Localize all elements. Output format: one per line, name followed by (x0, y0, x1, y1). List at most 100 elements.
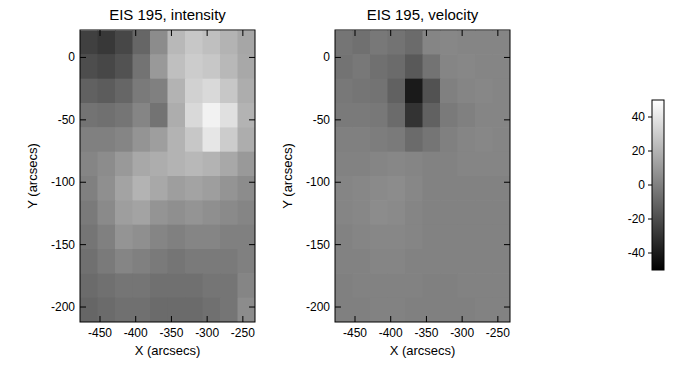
cell (458, 103, 476, 128)
cell (80, 273, 98, 298)
cell (353, 225, 371, 250)
cell (168, 225, 186, 250)
cell (440, 200, 458, 225)
x-tick (497, 30, 498, 36)
cell (353, 103, 371, 128)
cell (423, 298, 441, 322)
x-axis-title: X (arcsecs) (135, 343, 201, 358)
y-axis-title: Y (arcsecs) (280, 143, 295, 209)
cells (335, 31, 510, 322)
cell (405, 79, 423, 104)
cell (423, 31, 441, 55)
cell (353, 127, 371, 152)
cell (133, 127, 151, 152)
y-tick (80, 182, 86, 183)
cell (220, 152, 238, 177)
cell (475, 200, 493, 225)
cell (405, 225, 423, 250)
cell (405, 200, 423, 225)
x-tick (426, 316, 427, 322)
cell (98, 225, 116, 250)
y-tick (335, 119, 341, 120)
x-tick (497, 316, 498, 322)
cell (168, 200, 186, 225)
cell (150, 225, 168, 250)
panel-1: -450-400-350-300-2500-50-100-150-200EIS … (280, 6, 511, 358)
y-tick (80, 57, 86, 58)
cell (353, 249, 371, 274)
cell (405, 176, 423, 201)
cell (458, 176, 476, 201)
y-tick (249, 57, 255, 58)
y-tick (504, 244, 510, 245)
cell (388, 176, 406, 201)
cell (493, 273, 511, 298)
y-axis-title: Y (arcsecs) (25, 143, 40, 209)
cell (220, 249, 238, 274)
colorbar: 40200-20-40 (628, 100, 664, 270)
cell (238, 54, 256, 79)
cell (203, 298, 221, 322)
x-tick (135, 316, 136, 322)
y-tick-label: 0 (323, 50, 330, 64)
cell (370, 298, 388, 322)
cell (353, 152, 371, 177)
cell (238, 273, 256, 298)
cell (133, 225, 151, 250)
cell (423, 249, 441, 274)
cell (493, 31, 511, 55)
x-tick (462, 30, 463, 36)
colorbar-tick-label: 40 (632, 110, 646, 124)
cell (423, 79, 441, 104)
x-tick (171, 316, 172, 322)
cell (388, 273, 406, 298)
cell (238, 200, 256, 225)
cell (388, 54, 406, 79)
cell (220, 298, 238, 322)
cell (423, 176, 441, 201)
x-tick-label: -450 (343, 326, 367, 340)
x-axis-title: X (arcsecs) (390, 343, 456, 358)
cell (423, 127, 441, 152)
cell (203, 273, 221, 298)
cell (423, 273, 441, 298)
cell (475, 298, 493, 322)
cells (80, 31, 255, 322)
colorbar-tick (648, 117, 652, 118)
cell (168, 176, 186, 201)
cell (405, 273, 423, 298)
cell (475, 79, 493, 104)
cell (203, 79, 221, 104)
cell (335, 273, 353, 298)
y-tick (80, 244, 86, 245)
x-tick (462, 316, 463, 322)
cell (185, 152, 203, 177)
cell (353, 31, 371, 55)
cell (238, 225, 256, 250)
cell (203, 54, 221, 79)
cell (98, 176, 116, 201)
cell (405, 54, 423, 79)
cell (80, 176, 98, 201)
cell (458, 152, 476, 177)
cell (370, 225, 388, 250)
cell (80, 200, 98, 225)
cell (335, 31, 353, 55)
cell (335, 152, 353, 177)
cell (370, 200, 388, 225)
cell (115, 176, 133, 201)
y-tick (80, 307, 86, 308)
cell (133, 79, 151, 104)
cell (493, 176, 511, 201)
cell (220, 273, 238, 298)
y-tick (335, 182, 341, 183)
cell (423, 152, 441, 177)
cell (115, 54, 133, 79)
cell (150, 298, 168, 322)
cell (80, 54, 98, 79)
x-tick-label: -300 (195, 326, 219, 340)
cell (493, 127, 511, 152)
cell (220, 79, 238, 104)
cell (370, 273, 388, 298)
cell (203, 31, 221, 55)
